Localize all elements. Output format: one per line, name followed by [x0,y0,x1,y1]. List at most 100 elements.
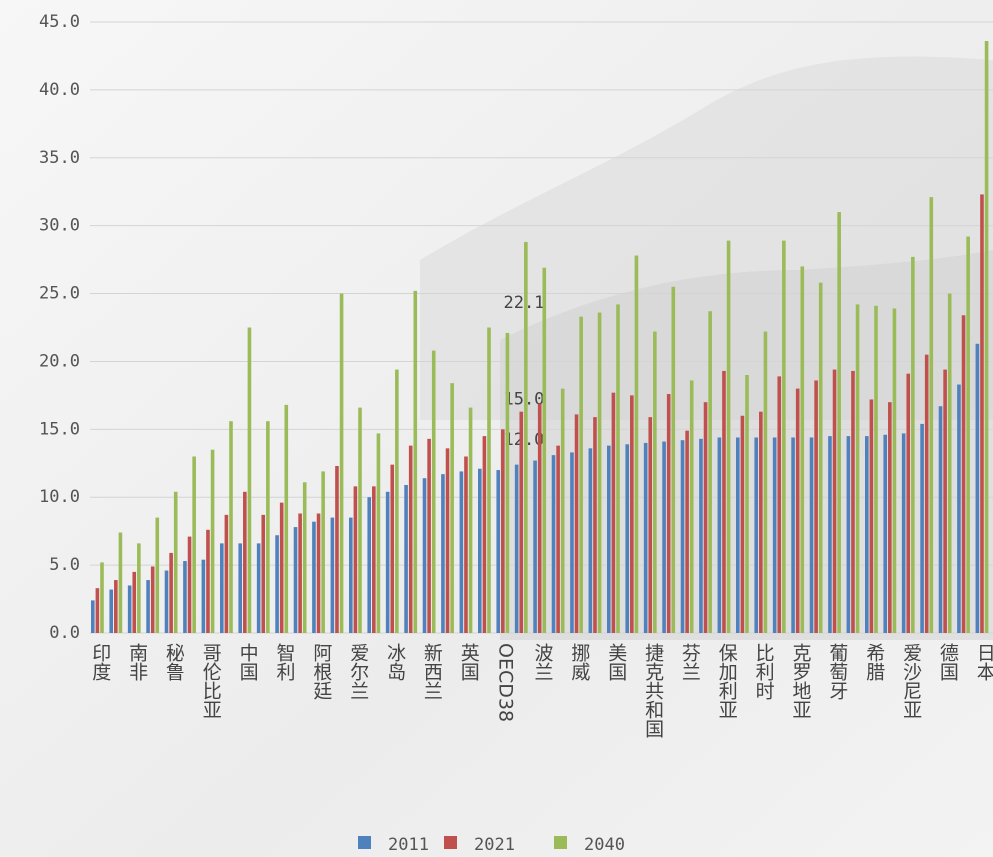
bar [575,414,579,633]
bar [464,456,468,633]
bar [506,333,510,633]
x-tick-label: 哥伦比亚 [200,643,222,719]
bar [727,241,731,633]
bar [386,492,390,633]
x-tick-label: 比利时 [753,643,775,700]
bar [962,315,966,633]
bar [741,416,745,633]
bar [644,443,648,633]
bar [340,294,344,633]
bar [681,440,685,633]
bar [132,572,136,633]
bar [911,257,915,633]
bar [764,332,768,633]
x-tick-label: 印度 [89,643,111,681]
bar [165,571,169,633]
bar [796,389,800,633]
bar [883,435,887,633]
y-tick-label: 35.0 [39,148,80,168]
value-label: 22.1 [503,293,544,313]
bar [556,446,560,633]
bar [109,590,113,633]
bar [662,442,666,633]
bar [395,370,399,633]
bar [192,456,196,633]
x-tick-label: 葡萄牙 [826,643,848,700]
bar [515,465,519,633]
bar [137,543,141,633]
bar [303,482,307,633]
bar [851,371,855,633]
bar [893,308,897,633]
bar [155,518,159,633]
bar [261,515,265,633]
bar [211,450,215,633]
bar [616,304,620,633]
bar [423,478,427,633]
bar [478,469,482,633]
bar [736,437,740,633]
x-tick-label: 秘鲁 [163,643,185,681]
bar [902,433,906,633]
bar [317,514,321,633]
legend-label: 2040 [584,835,625,855]
bar [925,355,929,633]
bar [390,465,394,633]
x-tick-label: 德国 [937,643,959,681]
bar [298,514,302,633]
bar [413,291,417,633]
bar [607,446,611,633]
bar [542,268,546,633]
bar [966,237,970,633]
x-tick-label: 希腊 [863,643,885,681]
bar [754,437,758,633]
bar [810,437,814,633]
y-tick-label: 45.0 [39,12,80,32]
x-tick-label: 阿根廷 [310,643,332,700]
x-tick-label: 保加利亚 [716,643,738,719]
x-tick-label: 中国 [237,643,259,681]
bar [275,535,279,633]
bar [690,380,694,633]
bar [773,437,777,633]
bar [432,351,436,633]
bar [704,402,708,633]
bar [533,461,537,633]
bar [519,412,523,633]
x-tick-label: 南非 [126,643,148,681]
bar [335,466,339,633]
legend-swatch [358,836,371,849]
x-tick-label: 爱尔兰 [347,643,369,700]
x-tick-label: 克罗地亚 [790,643,812,719]
y-tick-label: 40.0 [39,80,80,100]
bar [589,448,593,633]
bar [128,585,132,633]
legend-label: 2011 [388,835,429,855]
bar [349,518,353,633]
bar [847,436,851,633]
x-tick-label: 爱沙尼亚 [900,643,922,719]
bar [446,448,450,633]
bar [229,421,233,633]
y-tick-label: 25.0 [39,284,80,304]
bar [188,537,192,633]
bar [865,436,869,633]
bar [450,383,454,633]
bar [496,470,500,633]
bar [598,313,602,633]
bar [146,580,150,633]
bar [814,380,818,633]
bar [648,417,652,633]
y-tick-label: 30.0 [39,216,80,236]
bar [593,417,597,633]
bar [929,197,933,633]
bar [722,371,726,633]
bar [96,588,100,633]
bar [367,497,371,633]
bar [837,212,841,633]
bar [538,404,542,633]
bar [100,562,104,633]
bar [427,439,431,633]
bar [980,194,984,633]
x-tick-label: 捷克共和国 [642,643,664,738]
